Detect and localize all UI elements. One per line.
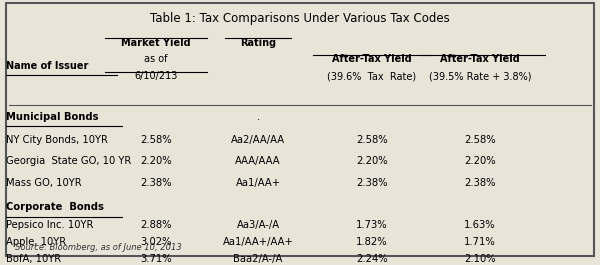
Text: Aa3/A-/A: Aa3/A-/A	[236, 220, 280, 230]
Text: 2.58%: 2.58%	[464, 135, 496, 144]
Text: Table 1: Tax Comparisons Under Various Tax Codes: Table 1: Tax Comparisons Under Various T…	[150, 12, 450, 25]
Text: 2.20%: 2.20%	[464, 157, 496, 166]
Text: Corporate  Bonds: Corporate Bonds	[6, 202, 104, 212]
Text: Market Yield: Market Yield	[121, 38, 191, 47]
Text: .: .	[256, 112, 260, 122]
Text: 1.63%: 1.63%	[464, 220, 496, 230]
Text: Source: Bloomberg, as of June 10, 2013: Source: Bloomberg, as of June 10, 2013	[15, 243, 182, 252]
Text: Aa2/AA/AA: Aa2/AA/AA	[231, 135, 285, 144]
Text: (39.5% Rate + 3.8%): (39.5% Rate + 3.8%)	[429, 71, 531, 81]
Text: Aa1/AA+: Aa1/AA+	[235, 179, 281, 188]
Text: 3.02%: 3.02%	[140, 237, 172, 247]
Text: 2.24%: 2.24%	[356, 254, 388, 264]
Text: 6/10/213: 6/10/213	[134, 71, 178, 81]
Text: Aa1/AA+/AA+: Aa1/AA+/AA+	[223, 237, 293, 247]
Text: 2.58%: 2.58%	[356, 135, 388, 144]
Text: 2.58%: 2.58%	[140, 135, 172, 144]
Text: as of: as of	[144, 54, 168, 64]
Text: 2.20%: 2.20%	[356, 157, 388, 166]
Text: 2.20%: 2.20%	[140, 157, 172, 166]
Text: Apple, 10YR: Apple, 10YR	[6, 237, 66, 247]
Text: Baa2/A-/A: Baa2/A-/A	[233, 254, 283, 264]
Text: 1.71%: 1.71%	[464, 237, 496, 247]
Text: Pepsico Inc. 10YR: Pepsico Inc. 10YR	[6, 220, 94, 230]
Text: Municipal Bonds: Municipal Bonds	[6, 112, 98, 122]
Text: 2.88%: 2.88%	[140, 220, 172, 230]
Text: After-Tax Yield: After-Tax Yield	[440, 54, 520, 64]
Text: Rating: Rating	[240, 38, 276, 47]
Text: Georgia  State GO, 10 YR: Georgia State GO, 10 YR	[6, 157, 131, 166]
Text: (39.6%  Tax  Rate): (39.6% Tax Rate)	[328, 71, 416, 81]
Text: 2.10%: 2.10%	[464, 254, 496, 264]
Text: 2.38%: 2.38%	[140, 179, 172, 188]
Text: NY City Bonds, 10YR: NY City Bonds, 10YR	[6, 135, 108, 144]
Text: AAA/AAA: AAA/AAA	[235, 157, 281, 166]
Text: After-Tax Yield: After-Tax Yield	[332, 54, 412, 64]
Text: 1.82%: 1.82%	[356, 237, 388, 247]
Text: 2.38%: 2.38%	[464, 179, 496, 188]
Text: Mass GO, 10YR: Mass GO, 10YR	[6, 179, 82, 188]
Text: 2.38%: 2.38%	[356, 179, 388, 188]
Text: 3.71%: 3.71%	[140, 254, 172, 264]
Text: Name of Issuer: Name of Issuer	[6, 61, 88, 71]
Text: BofA, 10YR: BofA, 10YR	[6, 254, 61, 264]
Text: 1.73%: 1.73%	[356, 220, 388, 230]
